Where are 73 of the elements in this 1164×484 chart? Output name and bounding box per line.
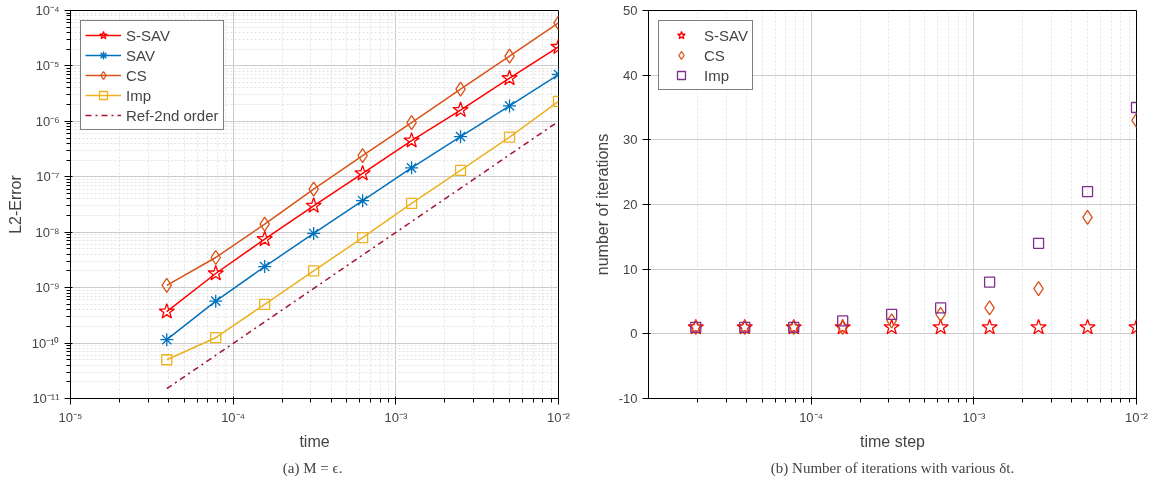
point [354, 164, 371, 181]
point [257, 259, 272, 274]
x-axis-title: time [299, 432, 330, 450]
text: (b) Number of iterations with various δt. [770, 459, 1015, 477]
point [259, 298, 271, 310]
point [403, 131, 420, 148]
point [1030, 318, 1047, 335]
point [404, 160, 419, 175]
x-tick-label: 10⁻³ [384, 409, 408, 425]
point [210, 332, 222, 344]
point [355, 193, 370, 208]
y-axis-title: number of iterations [593, 133, 611, 276]
point [210, 249, 222, 266]
y-tick-label: 0 [630, 326, 638, 342]
point [883, 318, 900, 335]
x-tick-label: 10⁻² [547, 409, 571, 425]
point [1079, 318, 1096, 335]
y-tick-label: 10⁻⁵ [35, 58, 60, 74]
x-tick-label: 10⁻⁴ [221, 409, 246, 425]
y-tick-label: 10⁻¹⁰ [31, 335, 60, 351]
point [502, 98, 517, 114]
text: (a) M = ϵ. [282, 459, 343, 477]
point [503, 131, 516, 143]
y-tick-label: 40 [623, 67, 638, 83]
legend-label: Ref-2nd order [126, 106, 219, 124]
y-tick-label: 10⁻⁸ [35, 224, 60, 240]
point [208, 294, 223, 309]
point [932, 318, 949, 335]
point [259, 216, 271, 232]
point [306, 226, 321, 241]
x-tick-label: 10⁻² [1125, 409, 1149, 425]
point [934, 302, 947, 314]
x-tick-label: 10⁻⁵ [58, 409, 83, 425]
point [886, 308, 898, 321]
y-tick-label: 10⁻⁴ [35, 3, 60, 18]
legend-label: S-SAV [126, 26, 170, 44]
point [981, 318, 998, 335]
legend-label: CS [126, 66, 147, 84]
point [356, 231, 369, 244]
legend-label: S-SAV [704, 26, 748, 44]
y-tick-label: 10⁻⁹ [35, 280, 60, 296]
y-tick-label: 50 [623, 3, 638, 18]
x-tick-label: 10⁻³ [962, 409, 986, 425]
y-tick-label: -10 [618, 391, 638, 406]
point [452, 101, 469, 118]
point [161, 354, 173, 366]
y-axis-title: L2-Error [6, 174, 24, 234]
point [256, 230, 273, 247]
point [501, 69, 518, 86]
x-axis-title: time step [860, 432, 926, 450]
point [158, 302, 176, 319]
point [405, 197, 418, 210]
point [308, 265, 320, 277]
y-tick-label: 20 [623, 197, 638, 212]
y-tick-label: 10⁻⁶ [35, 113, 60, 129]
point [161, 277, 173, 293]
point [983, 276, 996, 288]
legend-label: Imp [126, 86, 152, 104]
x-tick-label: 10⁻⁴ [799, 409, 824, 425]
y-tick-label: 10⁻¹¹ [32, 391, 61, 406]
point [207, 264, 224, 281]
legend-label: SAV [126, 46, 155, 64]
legend-label: Imp [704, 66, 730, 84]
point [1081, 185, 1094, 198]
point [453, 129, 468, 144]
y-tick-label: 10⁻⁷ [36, 169, 60, 185]
legend-label: CS [704, 46, 725, 64]
point [159, 332, 174, 347]
y-tick-label: 10 [623, 261, 638, 277]
point [1032, 237, 1045, 249]
point [454, 164, 467, 177]
point [305, 197, 322, 213]
y-tick-label: 30 [623, 132, 638, 148]
